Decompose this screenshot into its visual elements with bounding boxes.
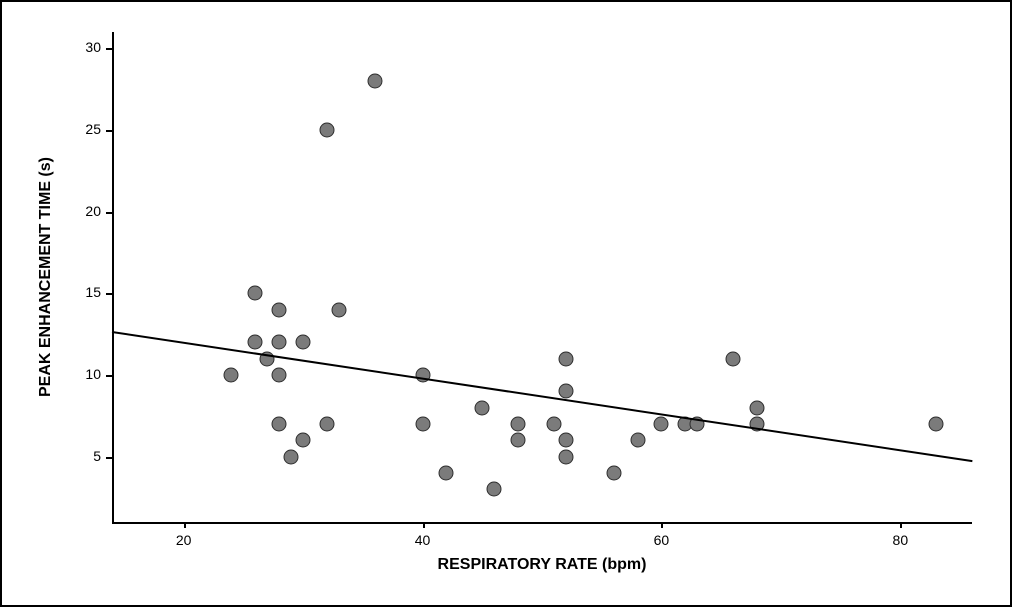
data-point [224,368,239,383]
data-point [272,302,287,317]
y-tick [106,457,112,459]
data-point [487,482,502,497]
data-point [248,335,263,350]
y-tick-label: 25 [61,121,101,137]
data-point [272,335,287,350]
data-point [929,417,944,432]
data-point [272,417,287,432]
data-point [331,302,346,317]
data-point [248,286,263,301]
y-tick [106,375,112,377]
data-point [320,417,335,432]
data-point [415,417,430,432]
x-tick-label: 80 [880,532,920,548]
data-point [439,466,454,481]
y-tick-label: 30 [61,39,101,55]
data-point [558,449,573,464]
data-point [654,417,669,432]
data-point [630,433,645,448]
x-axis-line [112,522,972,524]
y-tick-label: 5 [61,448,101,464]
x-tick [900,522,902,528]
data-point [558,351,573,366]
data-point [367,74,382,89]
chart-frame: 5 10 15 20 25 30 20 40 60 80 RESPIRATORY RATE (b… [0,0,1012,607]
y-tick [106,130,112,132]
data-point [511,433,526,448]
y-tick-label: 10 [61,366,101,382]
data-point [546,417,561,432]
y-tick [106,293,112,295]
y-tick [106,212,112,214]
y-tick-label: 15 [61,284,101,300]
data-point [284,449,299,464]
data-point [558,433,573,448]
data-point [750,400,765,415]
plot-area [112,32,972,522]
y-axis-title: PEAK ENHANCEMENT TIME (s) [37,32,55,522]
data-point [296,335,311,350]
data-point [726,351,741,366]
y-axis-line [112,32,114,522]
data-point [320,123,335,138]
x-tick [661,522,663,528]
x-tick [423,522,425,528]
data-point [511,417,526,432]
x-tick-label: 40 [403,532,443,548]
y-tick-label: 20 [61,203,101,219]
data-point [475,400,490,415]
x-tick-label: 60 [641,532,681,548]
data-point [296,433,311,448]
x-axis-title: RESPIRATORY RATE (bpm) [112,556,972,574]
x-tick [184,522,186,528]
data-point [606,466,621,481]
x-tick-label: 20 [164,532,204,548]
data-point [272,368,287,383]
y-tick [106,48,112,50]
data-point [558,384,573,399]
